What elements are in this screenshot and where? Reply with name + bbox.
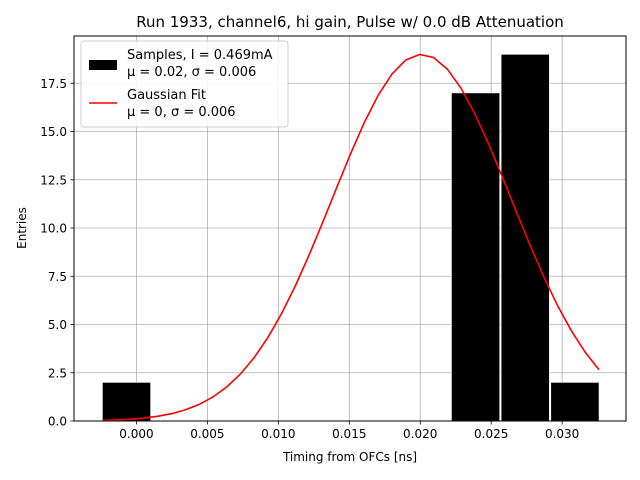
x-tick-label: 0.000 (119, 427, 153, 441)
x-tick-label: 0.030 (545, 427, 579, 441)
histogram-bar (550, 382, 600, 422)
y-tick-label: 10.0 (40, 222, 67, 236)
y-axis-ticks: 0.0 2.5 5.0 7.5 10.0 12.5 15.0 17.5 (40, 77, 74, 429)
fit-line (102, 53, 600, 422)
legend-fit-label: Gaussian Fit (127, 88, 206, 103)
y-tick-label: 2.5 (48, 366, 67, 380)
x-tick-label: 0.025 (474, 427, 508, 441)
y-tick-label: 12.5 (40, 173, 67, 187)
histogram-bar (451, 92, 501, 422)
chart-title: Run 1933, channel6, hi gain, Pulse w/ 0.… (136, 13, 564, 31)
legend-box (80, 40, 289, 128)
y-axis-label: Entries (15, 207, 29, 249)
legend-samples-label: Samples, I = 0.469mA (127, 48, 273, 63)
legend-fit-stats: μ = 0, σ = 0.006 (127, 105, 236, 120)
y-tick-label: 15.0 (40, 125, 67, 139)
x-tick-label: 0.005 (190, 427, 224, 441)
y-tick-label: 7.5 (48, 270, 67, 284)
gaussian-fit-curve (102, 53, 600, 422)
x-tick-label: 0.015 (332, 427, 366, 441)
histogram-bars (102, 54, 600, 422)
x-tick-label: 0.020 (403, 427, 437, 441)
x-tick-label: 0.010 (261, 427, 295, 441)
histogram-bar (102, 382, 151, 422)
legend: Samples, I = 0.469mA μ = 0.02, σ = 0.006… (80, 40, 289, 128)
x-axis-label: Timing from OFCs [ns] (282, 450, 417, 464)
x-axis-ticks: 0.000 0.005 0.010 0.015 0.020 0.025 0.030 (119, 421, 579, 441)
legend-samples-stats: μ = 0.02, σ = 0.006 (127, 65, 256, 80)
y-tick-label: 17.5 (40, 77, 67, 91)
legend-samples-swatch (89, 60, 117, 70)
histogram-bar (500, 54, 550, 422)
y-tick-label: 0.0 (48, 415, 67, 429)
plot-frame (73, 35, 627, 422)
y-tick-label: 5.0 (48, 318, 67, 332)
